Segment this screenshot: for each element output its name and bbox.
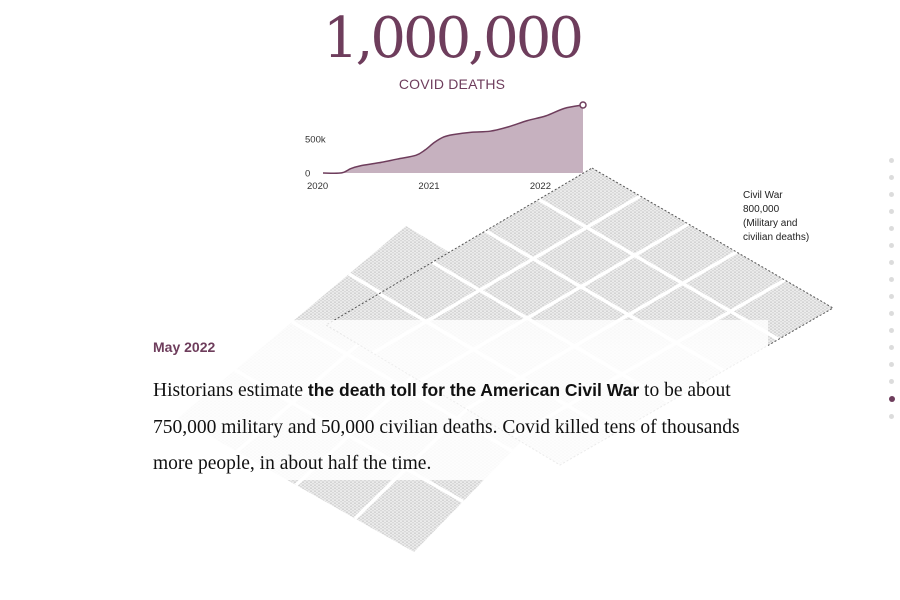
story-date: May 2022: [153, 339, 216, 355]
progress-dot[interactable]: [889, 414, 894, 419]
story-text-pre: Historians estimate: [153, 380, 308, 401]
progress-dot[interactable]: [889, 260, 894, 265]
civil-war-label: Civil War 800,000 (Military and civilian…: [743, 190, 810, 243]
progress-dot[interactable]: [889, 311, 894, 316]
x-tick-label: 2022: [530, 181, 551, 192]
progress-dot[interactable]: [889, 294, 894, 299]
progress-dot[interactable]: [889, 226, 894, 231]
progress-dot[interactable]: [889, 158, 894, 163]
progress-dot-active[interactable]: [888, 396, 895, 402]
story-text-bold: the death toll for the American Civil Wa…: [307, 380, 640, 400]
y-axis-ticks: 0 500k: [305, 135, 326, 180]
progress-dot[interactable]: [889, 243, 894, 248]
story-card: [128, 320, 768, 480]
progress-dot[interactable]: [889, 345, 894, 350]
y-tick-label: 0: [305, 169, 310, 180]
story-text: Historians estimate the death toll for t…: [153, 372, 773, 483]
progress-dot[interactable]: [889, 328, 894, 333]
scroll-progress-dots[interactable]: [887, 158, 897, 431]
progress-dot[interactable]: [889, 192, 894, 197]
progress-dot[interactable]: [889, 362, 894, 367]
last-point-marker: [579, 101, 587, 109]
x-tick-label: 2020: [307, 181, 328, 192]
covid-deaths-area-chart: 0 500k 2020 2021 2022: [305, 101, 587, 192]
x-axis-ticks: 2020 2021 2022: [307, 181, 551, 192]
y-tick-label: 500k: [305, 135, 326, 146]
progress-dot[interactable]: [889, 277, 894, 282]
story-text-post: to be about 750,000 military and 50,000 …: [153, 380, 740, 474]
x-tick-label: 2021: [418, 181, 439, 192]
progress-dot[interactable]: [889, 209, 894, 214]
headline-label: COVID DEATHS: [398, 76, 506, 92]
progress-dot[interactable]: [889, 175, 894, 180]
progress-dot[interactable]: [889, 379, 894, 384]
area-series-fill: [323, 105, 583, 174]
area-series-line: [322, 104, 584, 174]
headline-number: 1,000,000: [322, 6, 584, 71]
